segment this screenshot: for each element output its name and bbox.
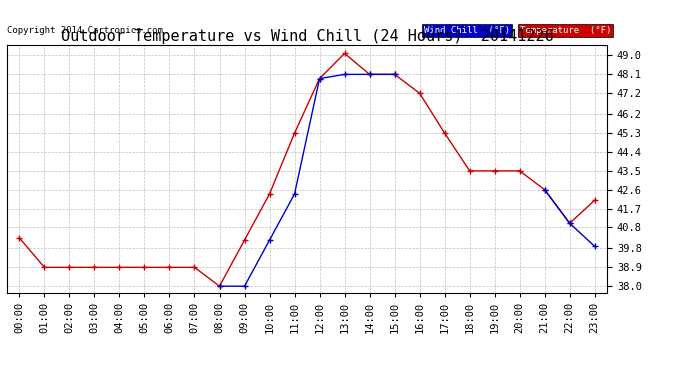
Title: Outdoor Temperature vs Wind Chill (24 Hours)  20141226: Outdoor Temperature vs Wind Chill (24 Ho… [61, 29, 553, 44]
Text: Copyright 2014 Cartronics.com: Copyright 2014 Cartronics.com [7, 26, 163, 35]
Text: Wind Chill  (°F): Wind Chill (°F) [424, 26, 510, 35]
Text: Temperature  (°F): Temperature (°F) [520, 26, 611, 35]
